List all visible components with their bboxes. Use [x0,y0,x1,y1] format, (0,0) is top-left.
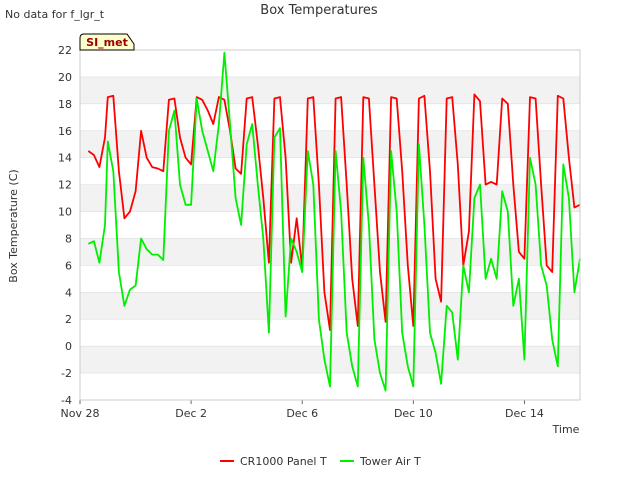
y-tick-label: 10 [58,206,72,219]
y-tick-label: -4 [61,394,72,407]
si-met-badge: SI_met [79,33,135,51]
plot-frame [79,49,581,401]
plot-band [80,211,580,239]
series-lines [87,51,581,392]
plot-band [80,238,580,266]
y-tick-label: 0 [65,340,72,353]
x-tick-label: Nov 28 [61,407,100,420]
y-tick-label: 8 [65,232,72,245]
x-tick-label: Dec 10 [394,407,433,420]
series-line-tower-air-t [87,51,581,392]
legend-label: Tower Air T [359,455,421,468]
x-axis-label: Time [552,423,580,436]
x-axis-ticks: Nov 28 Dec 2 Dec 6 Dec 10 Dec 14 [61,400,544,420]
plot-band [80,76,580,104]
y-tick-label: 14 [58,152,72,165]
si-met-badge-label: SI_met [86,36,128,49]
y-tick-label: -2 [61,367,72,380]
series-line-cr1000-panel-t [87,93,581,331]
legend: CR1000 Panel T Tower Air T [220,455,421,468]
plot-band [80,184,580,212]
plot-band [80,130,580,158]
plot-background [80,50,580,400]
y-tick-label: 20 [58,71,72,84]
y-tick-label: 2 [65,313,72,326]
y-tick-label: 4 [65,286,72,299]
y-tick-label: 16 [58,125,72,138]
x-tick-label: Dec 2 [175,407,207,420]
y-tick-label: 12 [58,179,72,192]
no-data-note: No data for f_lgr_t [5,8,105,21]
plot-band [80,103,580,131]
x-tick-label: Dec 6 [286,407,318,420]
y-tick-label: 6 [65,259,72,272]
plot-band [80,265,580,293]
legend-label: CR1000 Panel T [240,455,327,468]
plot-band [80,157,580,185]
plot-band [80,50,580,77]
x-tick-label: Dec 14 [505,407,544,420]
y-tick-label: 18 [58,98,72,111]
y-tick-label: 22 [58,44,72,57]
y-axis-label: Box Temperature (C) [7,169,20,282]
chart-title: Box Temperatures [260,3,378,18]
